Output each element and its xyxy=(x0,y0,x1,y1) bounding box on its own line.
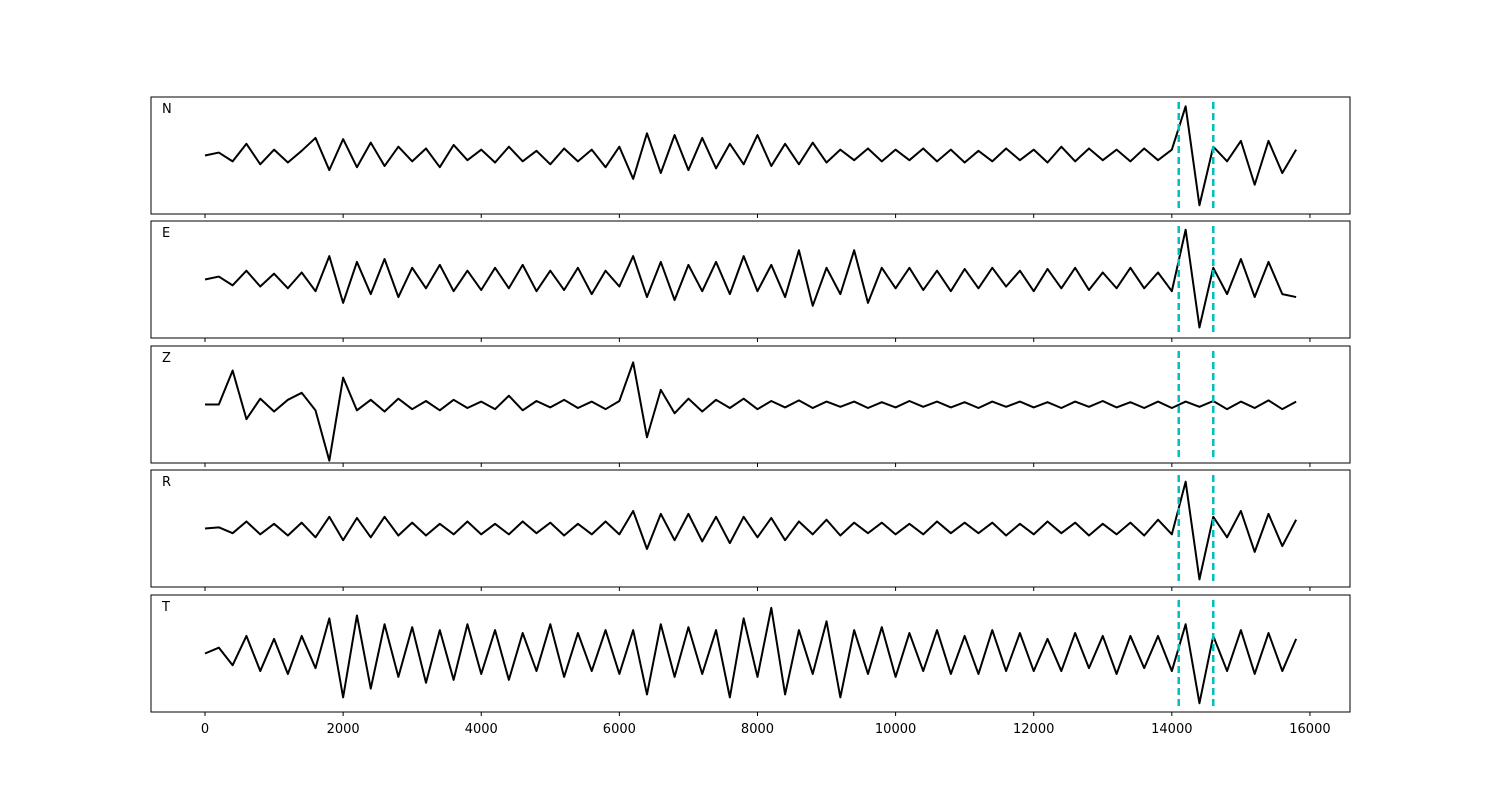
panel-frame xyxy=(150,469,1351,588)
panel-frame xyxy=(150,345,1351,464)
x-tick-label: 10000 xyxy=(875,722,916,737)
trace xyxy=(204,480,1298,581)
trace xyxy=(204,228,1297,329)
x-tick-label: 0 xyxy=(201,722,209,737)
x-tick-label: 8000 xyxy=(741,722,774,737)
panel-frame xyxy=(150,594,1351,713)
panel-label: N xyxy=(162,102,172,117)
panel-frame xyxy=(150,220,1351,339)
trace xyxy=(205,361,1297,462)
x-tick-label: 4000 xyxy=(465,722,498,737)
trace xyxy=(204,105,1297,207)
x-tick-label: 6000 xyxy=(603,722,636,737)
panel-label: Z xyxy=(162,351,171,366)
panel-label: R xyxy=(162,475,171,490)
x-tick-label: 2000 xyxy=(327,722,360,737)
x-tick-label: 14000 xyxy=(1151,722,1192,737)
panel-label: T xyxy=(161,600,170,615)
x-tick-label: 12000 xyxy=(1013,722,1054,737)
panel-label: E xyxy=(162,226,170,241)
panel-frame xyxy=(150,96,1351,215)
trace xyxy=(204,606,1298,705)
x-tick-label: 16000 xyxy=(1289,722,1330,737)
